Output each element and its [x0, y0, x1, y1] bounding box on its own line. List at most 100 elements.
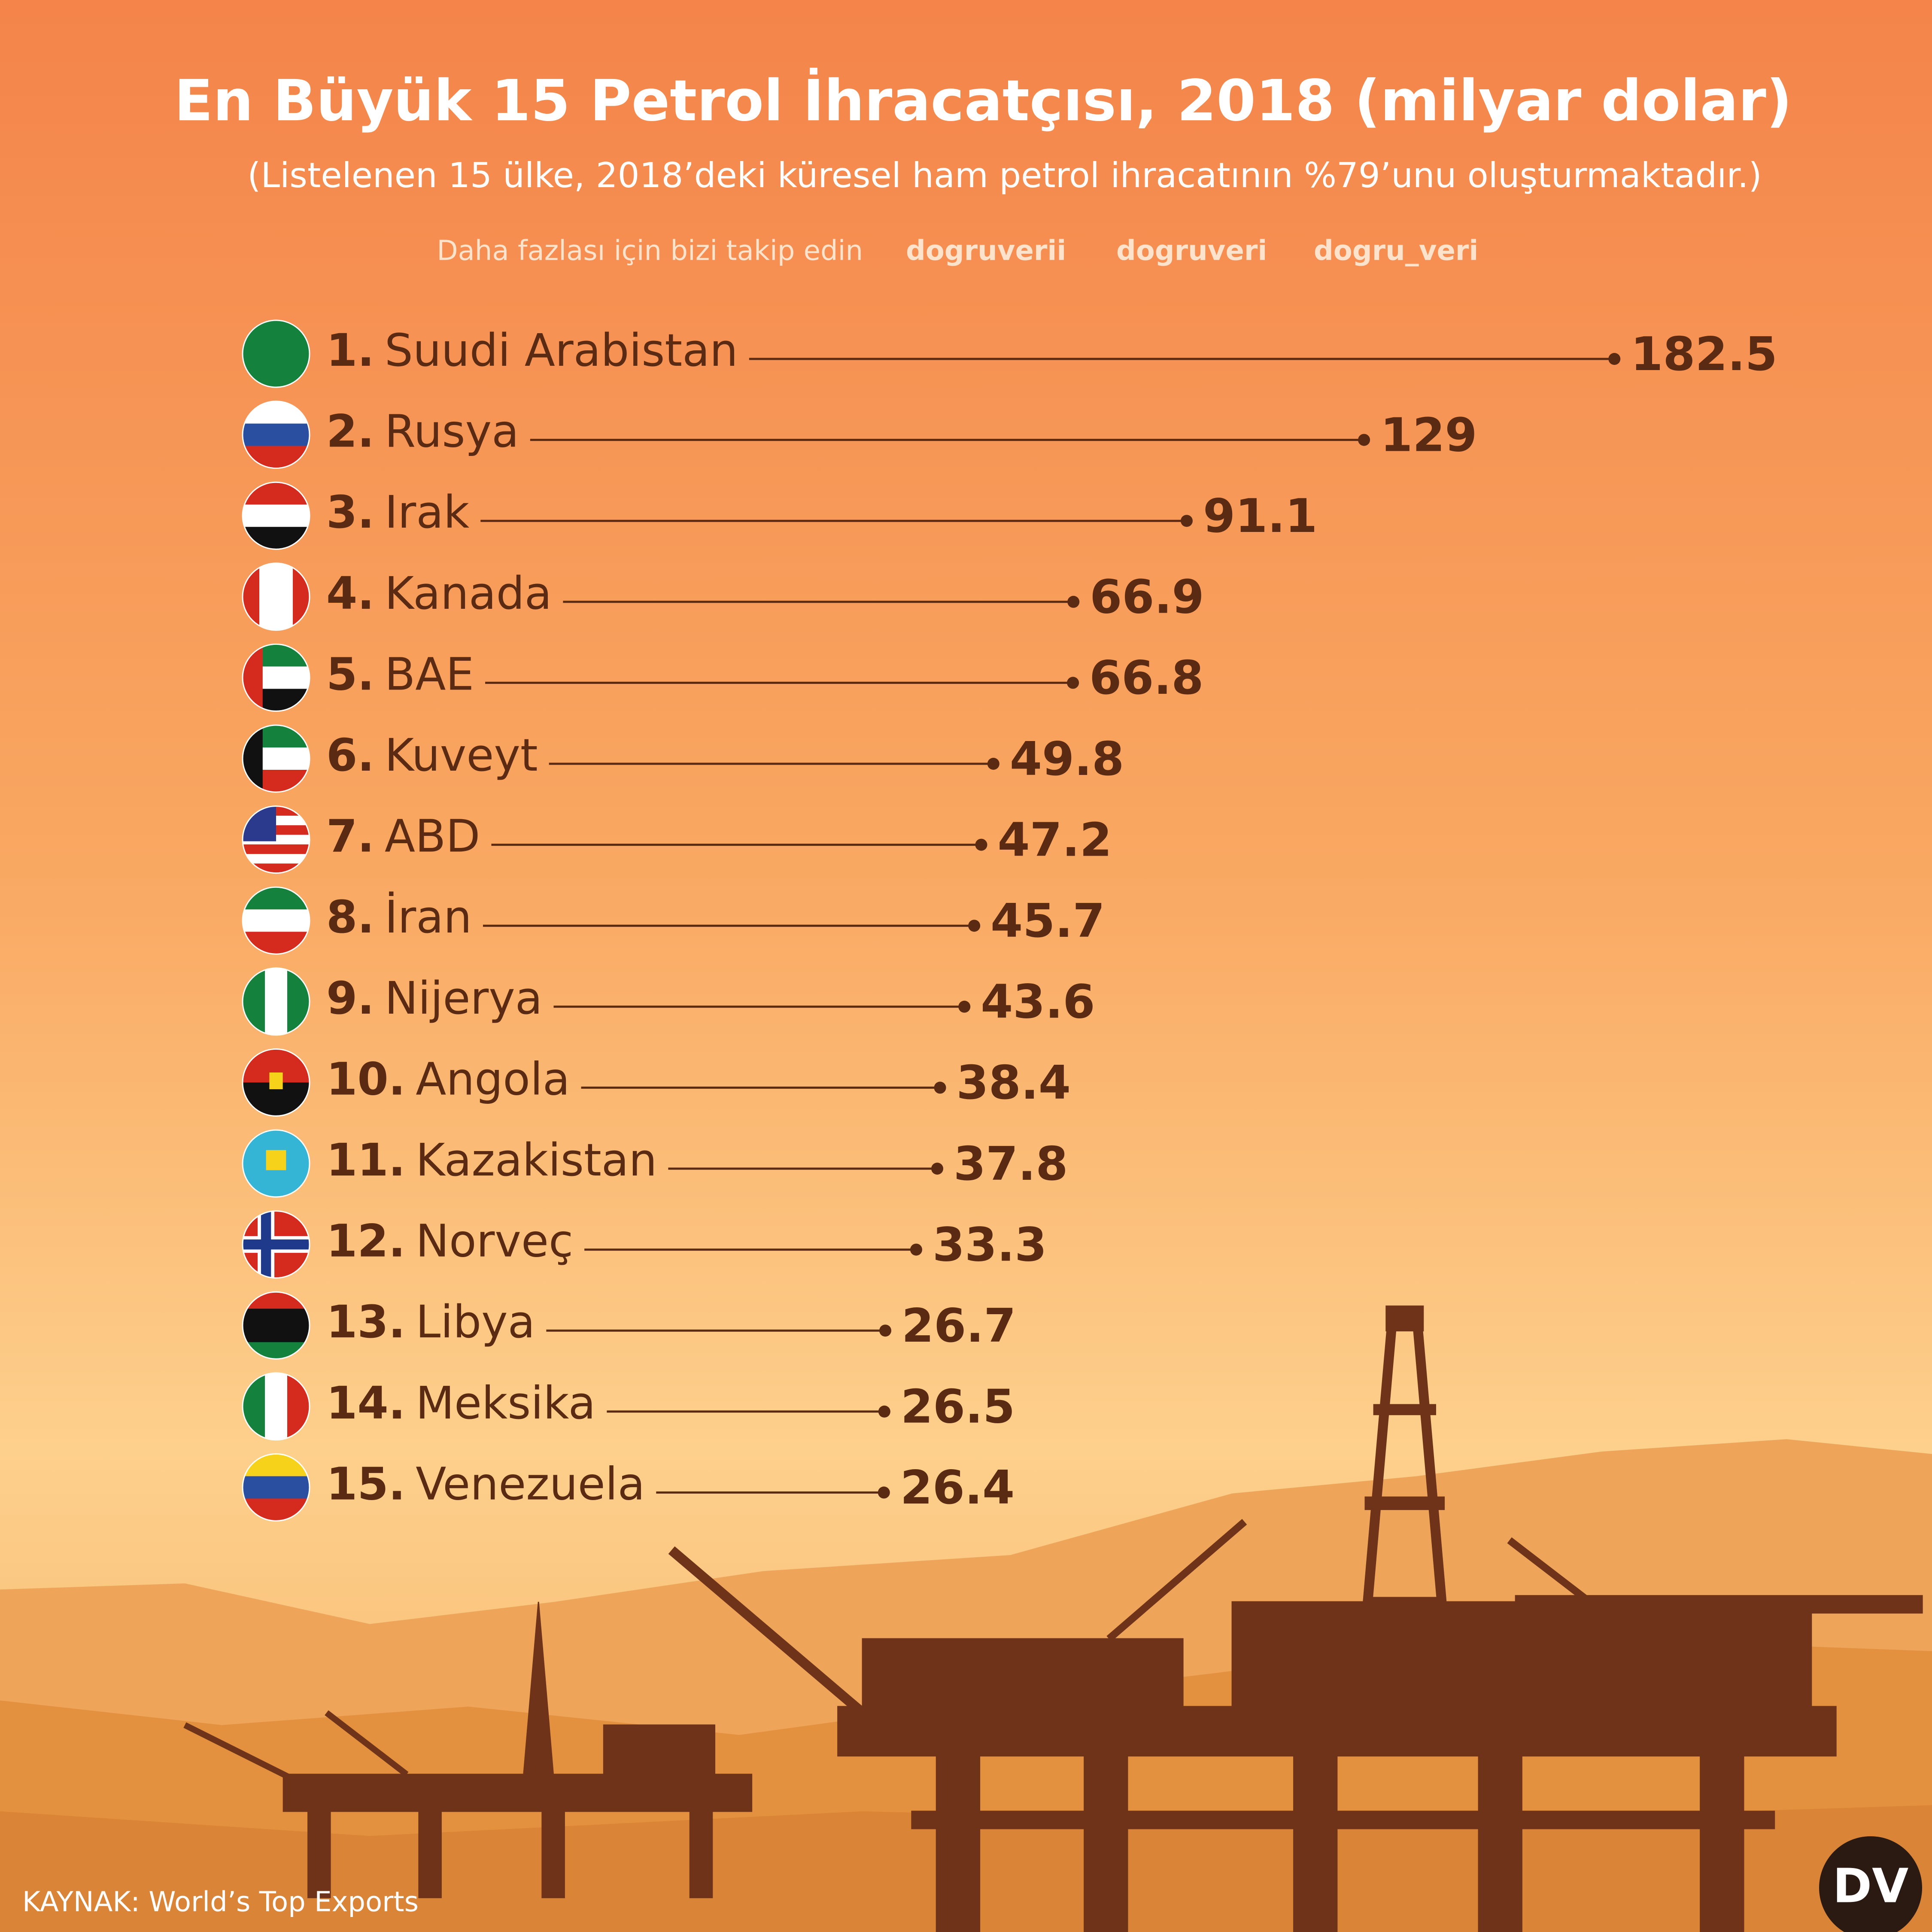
flag-ring [242, 401, 310, 469]
dot [878, 1486, 890, 1499]
dot [934, 1081, 946, 1094]
value-label: 47.2 [997, 813, 1112, 867]
logo-badge [1819, 1836, 1922, 1932]
flag [243, 1211, 310, 1278]
rank: 5. [326, 648, 374, 701]
flag-stripe [243, 844, 310, 855]
country: Kanada [385, 567, 552, 620]
value-label: 129 [1380, 408, 1477, 462]
rank: 15. [326, 1458, 405, 1510]
flag-ring [242, 886, 310, 955]
flag-ring [242, 481, 310, 550]
value-label: 38.4 [957, 1056, 1071, 1110]
category-label: 6. Kuveyt [326, 729, 538, 781]
category-label: 13. Libya [326, 1296, 535, 1349]
value-label: 66.8 [1089, 651, 1203, 705]
flag-ring [242, 1210, 310, 1279]
category-label: 5. BAE [326, 648, 474, 701]
country: BAE [385, 648, 474, 701]
dot [1608, 353, 1621, 365]
flag-ring [242, 643, 310, 712]
country: Kuveyt [385, 729, 538, 781]
flag [243, 1130, 310, 1197]
country: Libya [416, 1296, 535, 1349]
flag-ring [242, 805, 310, 874]
rank: 8. [326, 891, 374, 944]
value-label: 26.4 [900, 1461, 1015, 1515]
flag-ring [242, 1048, 310, 1117]
dot [987, 758, 999, 770]
flag-ring [242, 562, 310, 631]
rank: 9. [326, 972, 374, 1024]
dot [879, 1324, 892, 1337]
dot [931, 1163, 944, 1175]
country: ABD [385, 810, 480, 863]
category-label: 9. Nijerya [326, 972, 542, 1024]
flag [243, 320, 310, 387]
flag-ring [242, 1291, 310, 1360]
country: Nijerya [385, 972, 543, 1024]
flag-detail [243, 1239, 310, 1250]
dot [1067, 677, 1079, 689]
country: Irak [385, 486, 469, 539]
flag [243, 887, 310, 954]
dot [878, 1405, 890, 1418]
rank: 1. [326, 324, 374, 377]
flag [243, 1454, 310, 1521]
country: İran [385, 891, 472, 944]
category-label: 1. Suudi Arabistan [326, 324, 738, 377]
value-label: 66.9 [1090, 571, 1204, 624]
rank: 6. [326, 729, 374, 781]
social-instagram[interactable]: dogruveri [1116, 235, 1267, 267]
dot [910, 1243, 922, 1256]
rank: 3. [326, 486, 374, 539]
category-label: 12. Norveç [326, 1215, 573, 1267]
value-label: 43.6 [981, 975, 1095, 1029]
rank: 13. [326, 1296, 405, 1349]
rank: 14. [326, 1377, 405, 1429]
dot [1067, 595, 1080, 608]
dot [968, 920, 981, 932]
value-label: 182.5 [1631, 328, 1777, 381]
source: KAYNAK: World’s Top Exports [22, 1886, 419, 1918]
category-label: 10. Angola [326, 1053, 570, 1106]
category-label: 4. Kanada [326, 567, 552, 620]
follow-text: Daha fazlası için bizi takip edin [437, 235, 863, 267]
rank: 11. [326, 1134, 405, 1186]
category-label: 11. Kazakistan [326, 1134, 657, 1186]
value-label: 91.1 [1203, 489, 1317, 543]
flag-ring [242, 724, 310, 793]
rank: 4. [326, 567, 374, 620]
flag-stripe [243, 504, 310, 528]
flag-ring [242, 1129, 310, 1198]
rank: 12. [326, 1215, 405, 1267]
flag-detail [266, 1150, 286, 1170]
landscape [0, 1305, 1932, 1932]
dot [975, 838, 987, 851]
logo: DV [1833, 1858, 1908, 1913]
category-label: 14. Meksika [326, 1377, 595, 1429]
rank: 7. [326, 810, 374, 863]
rank: 10. [326, 1053, 405, 1106]
flag-detail [269, 1072, 283, 1089]
dot [1358, 434, 1370, 446]
flag-stripe [276, 563, 293, 630]
flag-ring [242, 967, 310, 1036]
social-facebook[interactable]: dogruverii [906, 235, 1066, 267]
flag-stripe [243, 909, 310, 933]
category-label: 7. ABD [326, 810, 480, 863]
flag-stripe [265, 968, 288, 1035]
category-label: 8. İran [326, 891, 472, 944]
country: Venezuela [416, 1458, 645, 1510]
country: Suudi Arabistan [385, 324, 738, 377]
value-label: 26.7 [902, 1299, 1016, 1353]
country: Meksika [416, 1377, 595, 1429]
value-label: 37.8 [954, 1137, 1068, 1191]
flag-stripe [243, 1325, 310, 1343]
social-twitter[interactable]: dogru_veri [1314, 235, 1478, 267]
category-label: 15. Venezuela [326, 1458, 645, 1510]
country: Kazakistan [416, 1134, 657, 1186]
chart-subtitle: (Listelenen 15 ülke, 2018’deki küresel h… [247, 155, 1762, 195]
